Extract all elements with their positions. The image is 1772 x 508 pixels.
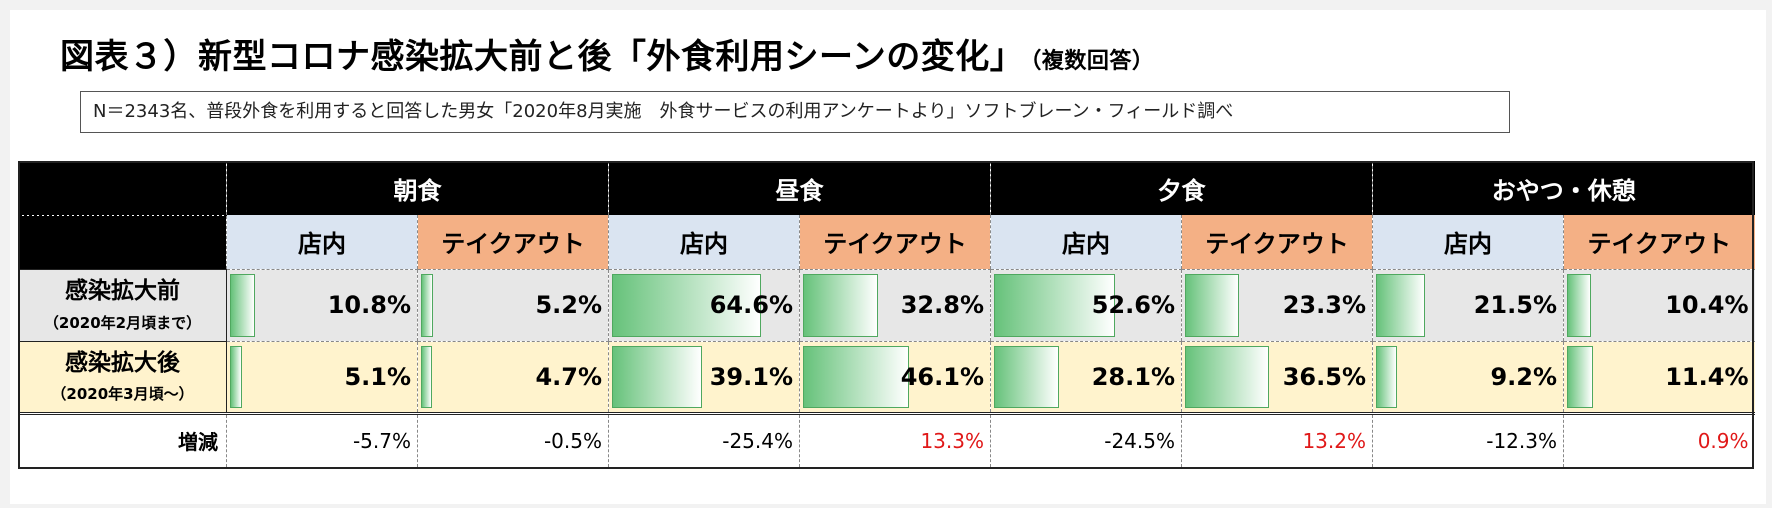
value-label: 10.8% [327,291,411,319]
value-cell: 32.8% [799,269,991,342]
col-header-takeout: テイクアウト [799,215,991,270]
row-label-after: 感染拡大後 （2020年3月頃～） [18,340,227,414]
row-before: 感染拡大前 （2020年2月頃まで） 10.8% 5.2% 64.6% 32.8… [18,268,1755,342]
bar [994,345,1059,408]
chart-title: 図表３）新型コロナ感染拡大前と後「外食利用シーンの変化」 （複数回答） [60,32,1154,82]
value-cell: 5.2% [417,269,609,342]
value-label: 23.3% [1282,291,1366,319]
value-cell: 5.1% [226,341,418,414]
bar [994,273,1115,337]
bar [1567,273,1592,337]
row-label-main: 感染拡大後 [65,349,180,376]
bar [1376,345,1398,408]
type-header-row: 店内 テイクアウト 店内 テイクアウト 店内 テイクアウト 店内 テイクアウト [18,215,1755,270]
meal-header-dinner: 夕食 [990,161,1373,215]
col-header-takeout: テイクアウト [1563,215,1755,270]
value-cell: 39.1% [608,341,800,414]
bar [803,273,879,337]
corner-cell-2 [18,215,227,270]
data-table: 朝食 昼食 夕食 おやつ・休憩 店内 テイクアウト 店内 テイクアウト 店内 テ… [18,161,1755,467]
row-label-sub: （2020年3月頃～） [51,385,194,404]
bar [421,345,432,408]
bar [803,345,910,408]
delta-cell: -25.4% [608,411,800,467]
value-label: 52.6% [1091,291,1175,319]
bar [612,345,702,408]
row-delta: 増減 -5.7% -0.5% -25.4% 13.3% -24.5% 13.2%… [18,411,1755,467]
value-cell: 10.8% [226,269,418,342]
row-after: 感染拡大後 （2020年3月頃～） 5.1% 4.7% 39.1% 46.1% … [18,340,1755,414]
value-cell: 52.6% [990,269,1182,342]
col-header-dine-in: 店内 [226,215,418,270]
meal-header-lunch: 昼食 [608,161,991,215]
bar [1185,273,1239,337]
value-cell: 28.1% [990,341,1182,414]
row-label-before: 感染拡大前 （2020年2月頃まで） [18,268,227,342]
chart-title-main: 図表３）新型コロナ感染拡大前と後「外食利用シーンの変化」 [60,37,1025,77]
value-cell: 64.6% [608,269,800,342]
value-cell: 46.1% [799,341,991,414]
value-label: 4.7% [535,362,602,391]
bar [230,345,242,408]
bar [230,273,255,337]
delta-label: 増減 [18,411,227,467]
col-header-takeout: テイクアウト [417,215,609,270]
value-cell: 10.4% [1563,269,1755,342]
value-label: 10.4% [1665,291,1749,319]
meal-header-row: 朝食 昼食 夕食 おやつ・休憩 [18,161,1755,216]
bar [1185,345,1269,408]
value-label: 39.1% [709,362,793,391]
value-cell: 11.4% [1563,341,1755,414]
bar [1376,273,1426,337]
col-header-takeout: テイクアウト [1181,215,1373,270]
chart-title-sub: （複数回答） [1030,49,1155,74]
row-label-sub: （2020年2月頃まで） [43,313,202,332]
value-label: 5.2% [535,291,602,319]
row-label-main: 感染拡大前 [65,278,180,305]
delta-cell: -0.5% [417,411,609,467]
value-label: 46.1% [900,362,984,391]
value-label: 5.1% [344,362,411,391]
value-label: 64.6% [709,291,793,319]
bar [1567,345,1594,408]
delta-cell: -5.7% [226,411,418,467]
value-label: 36.5% [1282,362,1366,391]
survey-note: N＝2343名、普段外食を利用すると回答した男女「2020年8月実施 外食サービ… [80,91,1510,133]
col-header-dine-in: 店内 [608,215,800,270]
value-label: 9.2% [1490,362,1557,391]
col-header-dine-in: 店内 [1372,215,1564,270]
value-label: 32.8% [900,291,984,319]
value-cell: 36.5% [1181,341,1373,414]
delta-cell: -12.3% [1372,411,1564,467]
value-cell: 4.7% [417,341,609,414]
delta-cell: 0.9% [1563,411,1755,467]
meal-header-snack: おやつ・休憩 [1372,161,1755,215]
bar [421,273,433,337]
delta-cell: 13.3% [799,411,991,467]
value-label: 28.1% [1091,362,1175,391]
value-label: 21.5% [1473,291,1557,319]
col-header-dine-in: 店内 [990,215,1182,270]
delta-cell: 13.2% [1181,411,1373,467]
value-cell: 23.3% [1181,269,1373,342]
value-label: 11.4% [1665,362,1749,391]
delta-cell: -24.5% [990,411,1182,467]
corner-cell [18,161,227,216]
meal-header-breakfast: 朝食 [226,161,609,215]
bar [612,273,761,337]
value-cell: 9.2% [1372,341,1564,414]
value-cell: 21.5% [1372,269,1564,342]
